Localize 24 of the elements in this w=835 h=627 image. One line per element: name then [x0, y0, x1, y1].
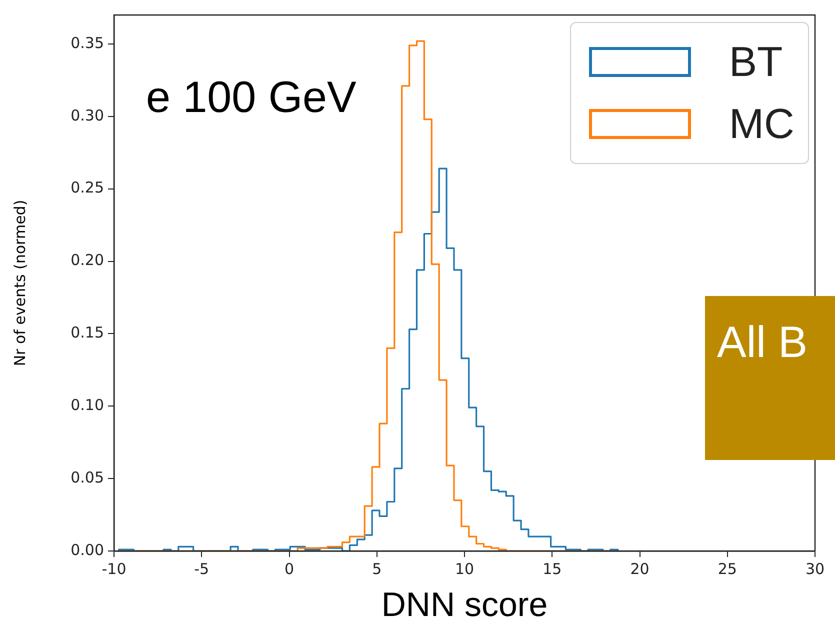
y-tick-label: 0.35 — [70, 34, 104, 52]
y-axis-title: Nr of events (normed) — [10, 200, 29, 366]
y-tick-label: 0.20 — [70, 251, 104, 270]
x-tick-label: -5 — [194, 560, 210, 578]
x-tick-label: 25 — [718, 560, 737, 578]
y-tick-label: 0.30 — [70, 106, 104, 124]
y-tick-label: 0.00 — [70, 540, 104, 559]
x-tick-label: 30 — [805, 560, 825, 578]
x-tick-label: 10 — [454, 560, 474, 578]
x-tick-label: 20 — [630, 560, 650, 578]
x-tick-label: 5 — [372, 560, 382, 578]
y-tick-label: 0.25 — [70, 178, 104, 197]
legend-label: BT — [729, 38, 783, 86]
annotation: e 100 GeV — [146, 73, 356, 123]
y-tick-label: 0.10 — [70, 396, 104, 414]
y-tick-label: 0.05 — [70, 468, 104, 486]
label-box: All B — [705, 296, 835, 460]
x-tick-label: 0 — [284, 560, 294, 578]
annotation: All B — [717, 318, 808, 368]
x-tick-label: 15 — [542, 560, 562, 578]
x-axis-title: DNN score — [381, 586, 548, 624]
legend-label: MC — [729, 100, 794, 148]
y-tick-label: 0.15 — [70, 324, 104, 342]
x-tick-label: -10 — [102, 560, 126, 578]
